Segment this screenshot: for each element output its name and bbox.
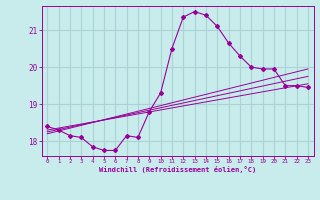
X-axis label: Windchill (Refroidissement éolien,°C): Windchill (Refroidissement éolien,°C) (99, 166, 256, 173)
